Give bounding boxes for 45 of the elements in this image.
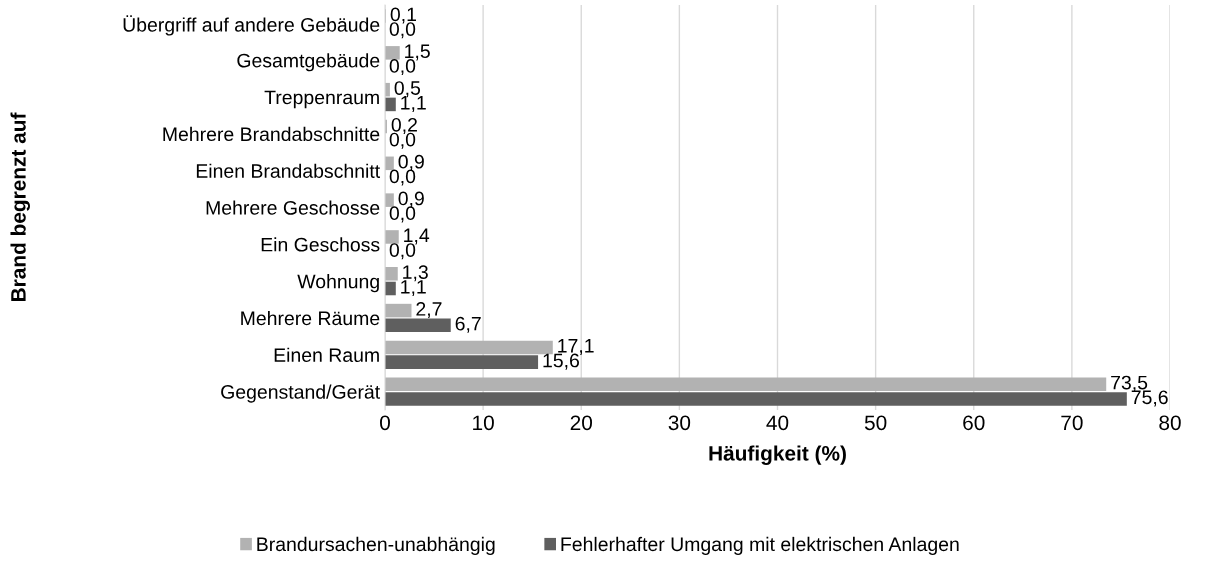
legend-label: Brandursachen-unabhängig xyxy=(257,536,495,555)
data-label: 0,0 xyxy=(389,243,416,260)
data-label: 1,1 xyxy=(401,96,426,112)
y-tick-label: Wohnung xyxy=(297,274,379,293)
data-label: 15,6 xyxy=(543,353,579,370)
data-label: 75,6 xyxy=(1131,390,1168,407)
data-label: 0,9 xyxy=(398,191,424,208)
data-label: 0,2 xyxy=(391,117,417,135)
data-label: 0,0 xyxy=(389,22,416,39)
x-tick-label: 80 xyxy=(1159,415,1181,431)
data-label: 1,5 xyxy=(405,44,430,61)
y-tick-label: Treppenraum xyxy=(264,90,379,109)
y-tick-label: Einen Raum xyxy=(274,347,379,363)
x-tick-label: 10 xyxy=(473,415,494,431)
y-tick-label: Mehrere Geschosse xyxy=(206,200,380,215)
x-tick-label: 50 xyxy=(864,415,887,431)
data-label: 17,1 xyxy=(558,339,594,355)
y-tick-label: Mehrere Räume xyxy=(241,310,380,326)
x-tick-label: 20 xyxy=(570,415,593,431)
x-tick-label: 0 xyxy=(380,415,390,431)
x-tick-label: 40 xyxy=(766,415,789,431)
x-axis-title: Häufigkeit (%) xyxy=(709,445,846,465)
data-label: 0,0 xyxy=(389,169,416,186)
data-label: 1,4 xyxy=(404,228,430,245)
y-tick-label: Einen Brandabschnitt xyxy=(196,163,381,178)
data-label: 0,1 xyxy=(390,7,416,24)
data-label: 0,0 xyxy=(389,59,416,76)
x-tick-label: 60 xyxy=(963,415,985,431)
y-tick-label: Gegenstand/Gerät xyxy=(221,384,381,403)
data-label: 6,7 xyxy=(455,316,481,333)
data-label: 0,0 xyxy=(389,132,416,149)
x-tick-label: 70 xyxy=(1061,415,1083,431)
data-label: 1,3 xyxy=(403,265,428,282)
y-tick-label: Übergriff auf andere Gebäude xyxy=(123,15,380,36)
y-tick-label: Mehrere Brandabschnitte xyxy=(163,126,380,142)
x-tick-label: 30 xyxy=(668,415,691,431)
y-axis-title: Brand begrenzt auf xyxy=(10,112,30,302)
y-tick-label: Ein Geschoss xyxy=(261,237,380,252)
data-label: 0,5 xyxy=(394,81,421,98)
data-label: 0,0 xyxy=(389,206,416,223)
legend-label: Fehlerhafter Umgang mit elektrischen Anlagen xyxy=(561,536,959,555)
data-label: 0,9 xyxy=(398,154,424,171)
data-label: 2,7 xyxy=(416,302,442,319)
y-tick-label: Gesamtgebäude xyxy=(237,53,380,72)
data-label: 1,1 xyxy=(401,280,426,297)
